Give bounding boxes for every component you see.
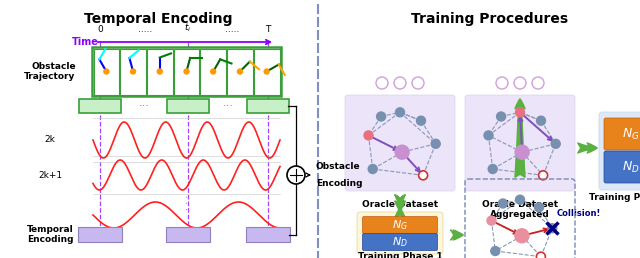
Text: $N_D$: $N_D$ bbox=[622, 159, 640, 175]
Circle shape bbox=[536, 252, 545, 258]
Circle shape bbox=[491, 246, 500, 255]
Text: Obstacle
Trajectory: Obstacle Trajectory bbox=[24, 62, 76, 81]
FancyBboxPatch shape bbox=[78, 227, 122, 242]
Circle shape bbox=[368, 165, 377, 173]
FancyBboxPatch shape bbox=[227, 49, 253, 94]
Text: $t_i$: $t_i$ bbox=[184, 21, 191, 34]
Circle shape bbox=[412, 77, 424, 89]
Circle shape bbox=[264, 69, 269, 74]
FancyBboxPatch shape bbox=[147, 49, 173, 94]
FancyBboxPatch shape bbox=[167, 99, 209, 113]
FancyBboxPatch shape bbox=[166, 227, 210, 242]
Circle shape bbox=[488, 165, 497, 173]
FancyBboxPatch shape bbox=[93, 49, 119, 94]
Circle shape bbox=[376, 77, 388, 89]
Circle shape bbox=[419, 171, 428, 180]
Circle shape bbox=[237, 69, 243, 74]
Circle shape bbox=[376, 112, 385, 121]
Text: .....: ..... bbox=[225, 25, 239, 34]
Circle shape bbox=[534, 203, 543, 212]
Text: $N_G$: $N_G$ bbox=[622, 126, 640, 142]
FancyBboxPatch shape bbox=[345, 95, 455, 191]
Circle shape bbox=[396, 108, 404, 117]
Circle shape bbox=[184, 69, 189, 74]
FancyBboxPatch shape bbox=[362, 216, 438, 233]
Text: .....: ..... bbox=[138, 25, 152, 34]
Circle shape bbox=[395, 145, 409, 159]
Circle shape bbox=[515, 229, 529, 243]
Text: Time: Time bbox=[72, 37, 99, 47]
FancyBboxPatch shape bbox=[79, 99, 121, 113]
Text: 0: 0 bbox=[97, 25, 103, 34]
Circle shape bbox=[131, 69, 136, 74]
Text: Obstacle: Obstacle bbox=[316, 162, 360, 171]
FancyBboxPatch shape bbox=[173, 49, 199, 94]
Text: Oracle Dataset: Oracle Dataset bbox=[362, 200, 438, 209]
Circle shape bbox=[515, 145, 529, 159]
Text: Oracle Dataset
Aggregated: Oracle Dataset Aggregated bbox=[482, 200, 558, 219]
Circle shape bbox=[499, 199, 508, 208]
FancyBboxPatch shape bbox=[362, 233, 438, 251]
Text: Training Phase 2: Training Phase 2 bbox=[589, 193, 640, 202]
Text: Training Phase 1: Training Phase 1 bbox=[358, 252, 442, 258]
FancyBboxPatch shape bbox=[254, 49, 280, 94]
Circle shape bbox=[364, 131, 373, 140]
Circle shape bbox=[548, 224, 557, 233]
FancyBboxPatch shape bbox=[604, 151, 640, 183]
Circle shape bbox=[287, 166, 305, 184]
Circle shape bbox=[515, 108, 525, 117]
Text: 2k: 2k bbox=[45, 135, 56, 144]
Text: T: T bbox=[266, 25, 271, 34]
Circle shape bbox=[497, 112, 506, 121]
FancyBboxPatch shape bbox=[465, 95, 575, 191]
Circle shape bbox=[487, 216, 496, 225]
Text: ···: ··· bbox=[223, 101, 234, 111]
Text: Collision!: Collision! bbox=[556, 209, 601, 218]
Circle shape bbox=[211, 69, 216, 74]
Text: Encoding: Encoding bbox=[316, 179, 362, 188]
Circle shape bbox=[484, 131, 493, 140]
Text: Temporal Encoding: Temporal Encoding bbox=[84, 12, 232, 26]
Text: ···: ··· bbox=[139, 101, 149, 111]
FancyBboxPatch shape bbox=[200, 49, 226, 94]
FancyBboxPatch shape bbox=[92, 47, 281, 96]
Circle shape bbox=[431, 139, 440, 148]
FancyBboxPatch shape bbox=[604, 118, 640, 150]
Circle shape bbox=[532, 77, 544, 89]
FancyBboxPatch shape bbox=[357, 212, 443, 254]
FancyBboxPatch shape bbox=[120, 49, 146, 94]
Text: $N_G$: $N_G$ bbox=[392, 218, 408, 232]
Text: · · ·: · · · bbox=[183, 194, 193, 209]
Circle shape bbox=[104, 69, 109, 74]
Circle shape bbox=[417, 116, 426, 125]
FancyBboxPatch shape bbox=[599, 112, 640, 190]
Text: 2k+1: 2k+1 bbox=[38, 171, 62, 180]
Circle shape bbox=[515, 195, 525, 204]
Circle shape bbox=[496, 77, 508, 89]
FancyBboxPatch shape bbox=[246, 227, 290, 242]
FancyBboxPatch shape bbox=[247, 99, 289, 113]
Circle shape bbox=[157, 69, 163, 74]
Circle shape bbox=[539, 171, 548, 180]
Circle shape bbox=[536, 116, 545, 125]
Circle shape bbox=[551, 139, 560, 148]
Text: Temporal
Encoding: Temporal Encoding bbox=[27, 225, 74, 244]
Circle shape bbox=[514, 77, 526, 89]
Text: Training Procedures: Training Procedures bbox=[412, 12, 568, 26]
Text: $N_D$: $N_D$ bbox=[392, 235, 408, 249]
Circle shape bbox=[394, 77, 406, 89]
